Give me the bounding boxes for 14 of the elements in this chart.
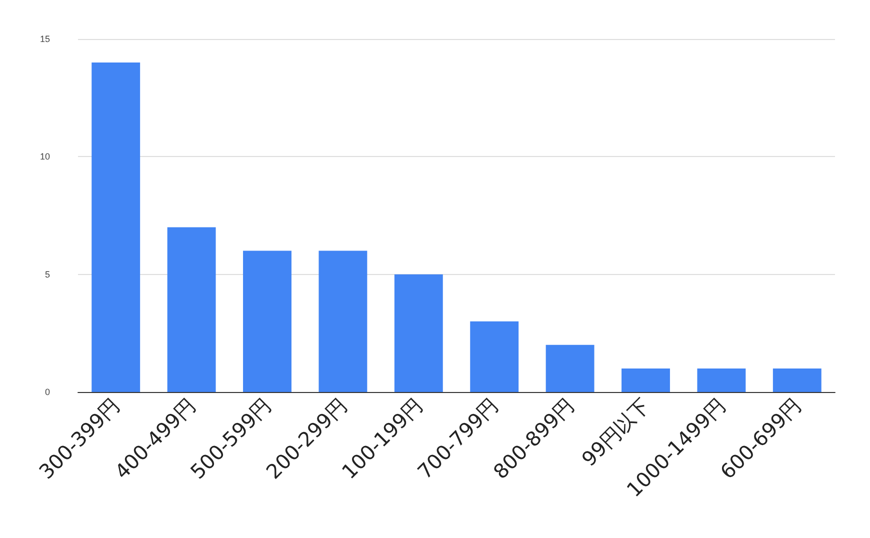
y-tick-label: 5 — [44, 269, 50, 280]
y-tick-label: 10 — [40, 152, 50, 162]
bar — [546, 344, 594, 392]
bar — [167, 227, 216, 392]
bar — [622, 368, 670, 392]
bar — [243, 250, 292, 392]
bar — [470, 321, 519, 392]
bar — [394, 274, 443, 392]
bar — [318, 250, 368, 392]
bar — [697, 368, 746, 392]
y-tick-label: 0 — [44, 387, 50, 397]
y-tick-label: 15 — [40, 34, 50, 44]
bar — [772, 368, 822, 392]
bar — [92, 62, 140, 392]
